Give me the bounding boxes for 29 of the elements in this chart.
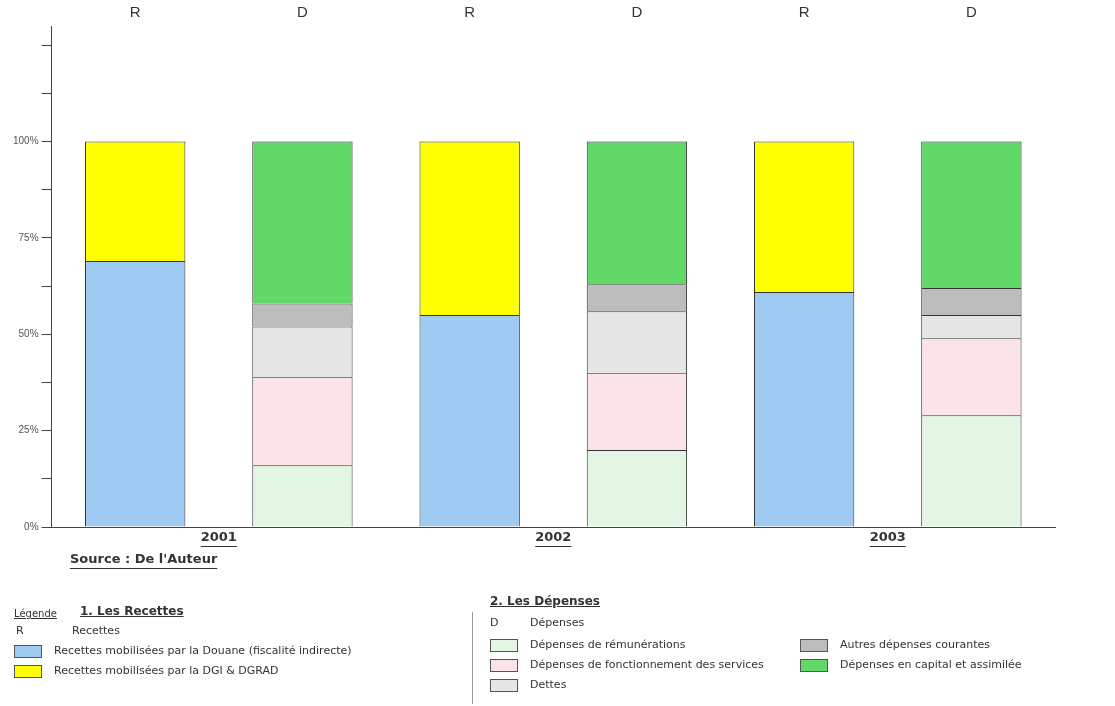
y-tick-label: 100% <box>13 135 39 147</box>
text: 2. Les Dépenses <box>490 594 600 608</box>
text: 1. Les Recettes <box>80 604 184 618</box>
text: 2003 <box>869 528 906 544</box>
text: Dépenses <box>530 616 585 629</box>
legend-title: Légende <box>14 608 57 619</box>
x-tick-label: D <box>965 3 977 21</box>
x-tick-label: D <box>297 3 309 21</box>
x-tick-label: R <box>464 3 476 21</box>
x-tick-label: R <box>798 3 810 21</box>
x-tick-label: D <box>631 3 643 21</box>
legend-label: Autres dépenses courantes <box>840 638 991 651</box>
x-tick-label: R <box>129 3 141 21</box>
legend-label: Dépenses en capital et assimilée <box>840 658 1022 671</box>
y-tick-label: 50% <box>18 328 39 340</box>
text: 2001 <box>200 528 237 544</box>
legend-label: Recettes mobilisées par la DGI & DGRAD <box>54 664 279 677</box>
y-tick-label: 25% <box>18 424 39 436</box>
legend-label: Recettes mobilisées par la Douane (fiscalité indirecte) <box>54 644 352 657</box>
y-tick-label: 0% <box>24 520 39 532</box>
text: D <box>490 616 499 629</box>
text: Recettes <box>72 624 120 637</box>
text: R <box>16 624 24 637</box>
source-note: Source : De l'Auteur <box>70 550 218 566</box>
text: 2002 <box>535 528 572 544</box>
legend-label: Dépenses de fonctionnement des services <box>530 658 764 671</box>
y-tick-label: 75% <box>18 231 39 243</box>
legend-label: Dépenses de rémunérations <box>530 638 686 651</box>
legend-label: Dettes <box>530 678 567 691</box>
